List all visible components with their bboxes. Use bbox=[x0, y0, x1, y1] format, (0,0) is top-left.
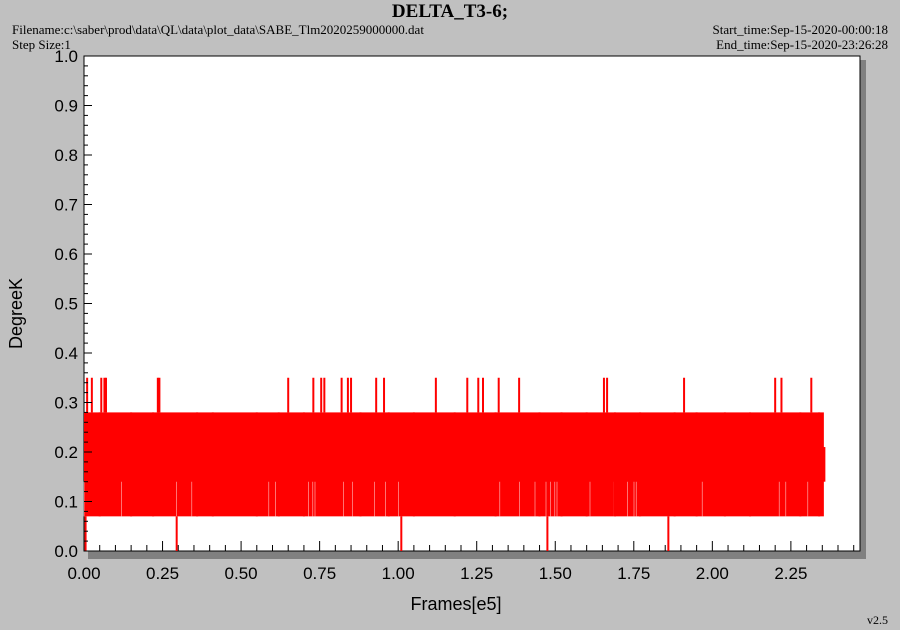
y-tick-label: 0.3 bbox=[54, 394, 78, 413]
y-tick-label: 1.0 bbox=[54, 47, 78, 66]
version-label: v2.5 bbox=[867, 613, 888, 627]
x-tick-label: 0.50 bbox=[225, 564, 258, 583]
x-tick-label: 1.50 bbox=[539, 564, 572, 583]
y-tick-label: 0.6 bbox=[54, 245, 78, 264]
x-tick-label: 1.75 bbox=[617, 564, 650, 583]
chart-title: DELTA_T3-6; bbox=[391, 1, 509, 22]
y-axis-label: DegreeK bbox=[6, 278, 26, 349]
x-tick-label: 0.75 bbox=[303, 564, 336, 583]
end-time-label: End_time:Sep-15-2020-23:26:28 bbox=[716, 37, 888, 52]
y-tick-label: 0.2 bbox=[54, 443, 78, 462]
y-tick-label: 0.8 bbox=[54, 146, 78, 165]
x-tick-label: 2.00 bbox=[696, 564, 729, 583]
x-tick-label: 0.25 bbox=[146, 564, 179, 583]
y-tick-label: 0.0 bbox=[54, 542, 78, 561]
x-tick-label: 1.00 bbox=[382, 564, 415, 583]
y-tick-label: 0.1 bbox=[54, 493, 78, 512]
series-texture bbox=[83, 481, 809, 517]
x-tick-label: 1.25 bbox=[460, 564, 493, 583]
tick-labels: 0.0 0.1 0.2 0.3 0.4 0.5 0.6 0.7 0.8 0.9 1.0 0.00 0.2… bbox=[54, 47, 807, 583]
start-time-label: Start_time:Sep-15-2020-00:00:18 bbox=[712, 22, 888, 37]
y-tick-label: 0.9 bbox=[54, 97, 78, 116]
x-tick-label: 2.25 bbox=[774, 564, 807, 583]
y-tick-label: 0.4 bbox=[54, 344, 78, 363]
y-tick-label: 0.7 bbox=[54, 196, 78, 215]
ticks-layer bbox=[83, 55, 855, 552]
filename-label: Filename:c:\saber\prod\data\QL\data\plot… bbox=[12, 22, 424, 37]
series-layer bbox=[83, 377, 826, 551]
step-size-label: Step Size:1 bbox=[12, 37, 71, 52]
y-tick-label: 0.5 bbox=[54, 295, 78, 314]
x-axis-label: Frames[e5] bbox=[410, 594, 501, 614]
x-tick-label: 0.00 bbox=[67, 564, 100, 583]
